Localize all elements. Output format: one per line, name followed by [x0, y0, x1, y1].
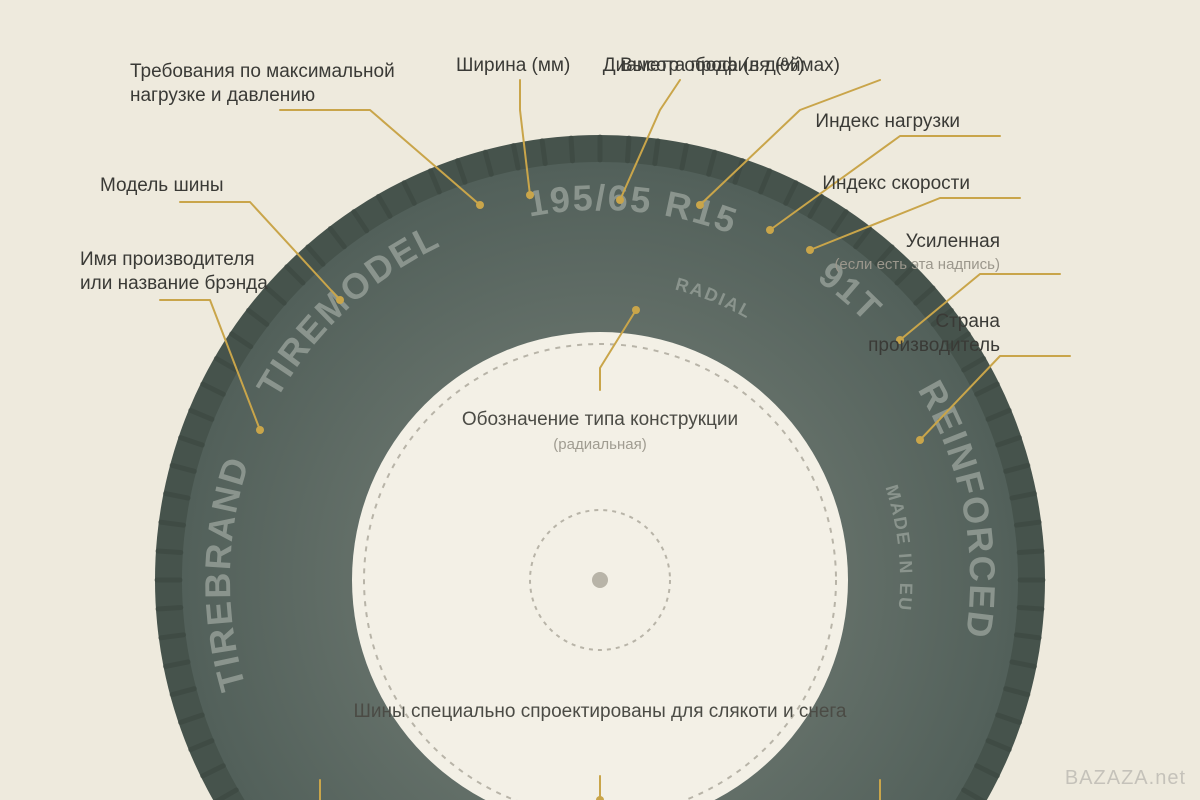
callout-model: Модель шины [100, 174, 300, 198]
watermark: BAZAZA.net [1065, 767, 1186, 790]
callout-country: Страна производитель [820, 310, 1000, 358]
callout-rim: Диаметр обода (в дюймах) [560, 54, 840, 78]
hub-text-construction: Обозначение типа конструкции(радиальная) [462, 408, 738, 454]
callout-loadidx: Индекс нагрузки [760, 110, 960, 134]
tire-diagram-svg: TIREBRANDTIREMODEL195/65 R1591TREINFORCE… [0, 0, 1200, 800]
hub-text-ms: Шины специально спроектированы для сляко… [354, 700, 847, 725]
callout-reinforced: Усиленная(если есть эта надпись) [800, 230, 1000, 275]
callout-brand: Имя производителя или название брэнда [80, 248, 320, 296]
callout-speedidx: Индекс скорости [770, 172, 970, 196]
callout-maxload: Требования по максимальной нагрузке и да… [130, 60, 430, 108]
